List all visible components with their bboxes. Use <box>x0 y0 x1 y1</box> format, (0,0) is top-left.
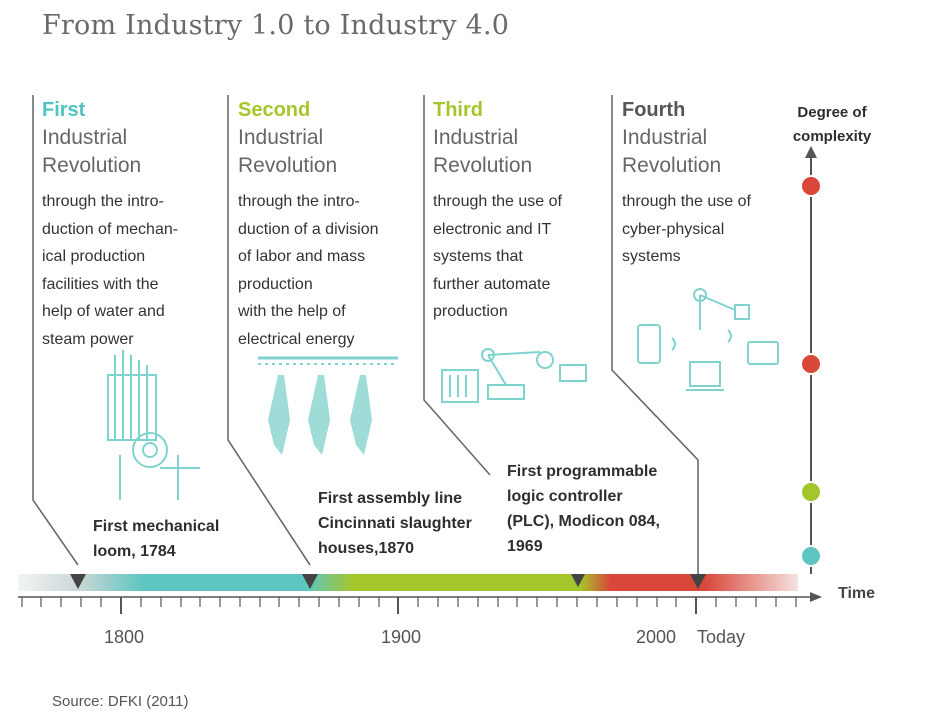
revolution-ordinal: Second <box>238 99 311 121</box>
third-bracket-line <box>423 95 491 476</box>
time-arrow-icon <box>810 592 822 602</box>
complexity-level-3 <box>800 353 822 375</box>
revolution-label-line1: Industrial <box>42 126 128 149</box>
complexity-arrow-icon <box>805 146 817 158</box>
revolution-label-line2: Revolution <box>433 154 533 177</box>
second-bracket-line <box>227 95 311 566</box>
complexity-level-1 <box>800 545 822 567</box>
assembly-line-icon <box>258 356 398 455</box>
revolution-ordinal: Fourth <box>622 99 686 121</box>
robot-arm-icon <box>441 348 587 403</box>
revolution-label-line1: Industrial <box>433 126 519 149</box>
loom-icon <box>107 350 200 500</box>
third-revolution-block: Third Industrial Revolution through the … <box>433 96 562 326</box>
complexity-level-2 <box>800 481 822 503</box>
tick-label-today: Today <box>697 627 746 647</box>
fourth-revolution-block: Fourth Industrial Revolution through the… <box>622 96 751 271</box>
cyber-physical-icon <box>637 288 779 391</box>
axis-ticks <box>21 597 797 614</box>
revolution-description: through the use of electronic and IT sys… <box>433 193 562 320</box>
revolution-description: through the use of cyber-physical system… <box>622 193 751 265</box>
complexity-level-4 <box>800 175 822 197</box>
fourth-bracket-line <box>611 95 699 580</box>
revolution-label-line2: Revolution <box>42 154 142 177</box>
timeline-bar <box>18 574 798 591</box>
assembly-event-marker <box>302 574 318 589</box>
source-note: Source: DFKI (2011) <box>52 693 189 710</box>
tick-label-1900: 1900 <box>381 627 422 647</box>
event-assembly-line: First assembly line Cincinnati slaughter… <box>318 490 472 557</box>
event-plc: First programmable logic controller (PLC… <box>507 463 660 555</box>
plc-event-marker <box>571 574 585 587</box>
revolution-ordinal: Third <box>433 99 483 121</box>
second-revolution-block: Second Industrial Revolution through the… <box>238 96 379 353</box>
time-axis-label: Time <box>838 585 876 602</box>
revolution-label-line1: Industrial <box>622 126 708 149</box>
tick-label-2000: 2000 <box>636 627 677 647</box>
revolution-description: through the intro- duction of mechan- ic… <box>42 193 179 348</box>
revolution-label-line2: Revolution <box>238 154 338 177</box>
first-revolution-block: First Industrial Revolution through the … <box>42 96 178 353</box>
revolution-description: through the intro- duction of a division… <box>238 193 379 348</box>
complexity-label: Degree of complexity <box>792 104 872 145</box>
loom-event-marker <box>70 574 86 589</box>
bracket-lines <box>32 95 699 580</box>
page-title: From Industry 1.0 to Industry 4.0 <box>42 10 510 41</box>
first-bracket-line <box>32 95 79 566</box>
revolution-label-line1: Industrial <box>238 126 324 149</box>
revolution-label-line2: Revolution <box>622 154 722 177</box>
event-mechanical-loom: First mechanical loom, 1784 <box>93 518 220 560</box>
tick-label-1800: 1800 <box>104 627 145 647</box>
today-event-marker <box>690 574 706 589</box>
revolution-ordinal: First <box>42 99 86 121</box>
